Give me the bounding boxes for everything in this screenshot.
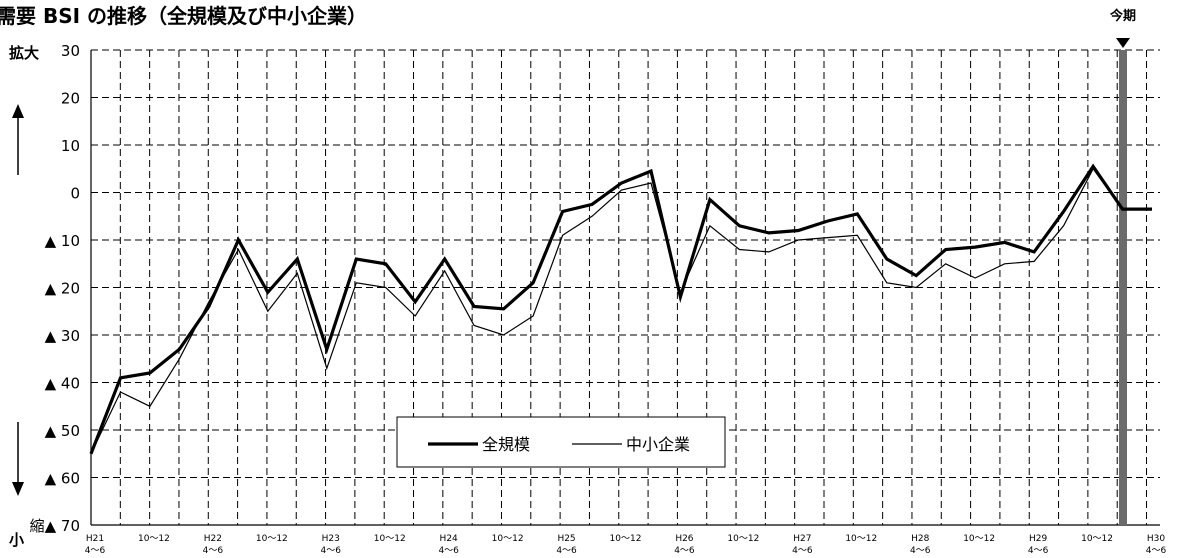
x-tick-label: 10～12 xyxy=(610,534,642,544)
y-tick-label: ▲ 50 xyxy=(45,422,80,440)
x-tick-label: 10～12 xyxy=(138,534,170,544)
y-tick-label: 縮▲ 70 xyxy=(30,517,80,535)
y-tick-label: 0 xyxy=(70,185,80,203)
series-line-all-sizes xyxy=(89,163,1152,455)
legend-box xyxy=(396,416,726,468)
x-tick-label: H23 xyxy=(322,534,340,544)
x-tick-label: 4～6 xyxy=(438,546,459,556)
x-tick-label: H22 xyxy=(204,534,222,544)
y-tick-label: ▲ 40 xyxy=(45,375,80,393)
x-tick-label: 10～12 xyxy=(256,534,288,544)
current-period-label: 今期 xyxy=(1109,8,1136,24)
x-tick-label: 4～6 xyxy=(910,546,931,556)
x-tick-label: 4～6 xyxy=(674,546,695,556)
x-tick-label: H30 xyxy=(1147,534,1165,544)
x-tick-label: 4～6 xyxy=(85,546,106,556)
x-tick-label: 4～6 xyxy=(1028,546,1049,556)
down-arrow-head xyxy=(12,482,24,496)
x-tick-label: 4～6 xyxy=(556,546,577,556)
expand-label: 拡大 xyxy=(9,44,40,62)
y-tick-label: 20 xyxy=(61,90,80,108)
x-tick-label: H25 xyxy=(557,534,575,544)
x-tick-label: H29 xyxy=(1029,534,1047,544)
x-tick-label: 10～12 xyxy=(845,534,877,544)
x-tick-label: 4～6 xyxy=(203,546,224,556)
x-tick-label: H26 xyxy=(675,534,693,544)
x-tick-label: 10～12 xyxy=(492,534,524,544)
x-tick-label: H21 xyxy=(86,534,104,544)
x-tick-label: 10～12 xyxy=(727,534,759,544)
y-tick-label: 10 xyxy=(61,137,80,155)
x-tick-label: 4～6 xyxy=(321,546,342,556)
x-tick-label: 10～12 xyxy=(963,534,995,544)
x-tick-label: 10～12 xyxy=(1081,534,1113,544)
legend-label-all-sizes: 全規模 xyxy=(482,435,530,454)
x-tick-label: H27 xyxy=(793,534,811,544)
x-tick-label: 4～6 xyxy=(792,546,813,556)
y-tick-label: ▲ 10 xyxy=(45,232,80,250)
x-tick-label: 4～6 xyxy=(1146,546,1167,556)
current-period-bar xyxy=(1119,50,1127,525)
y-tick-label: ▲ 60 xyxy=(45,470,80,488)
y-tick-label: 30 xyxy=(61,42,80,60)
x-tick-label: 10～12 xyxy=(374,534,406,544)
legend-label-sme: 中小企業 xyxy=(626,435,690,454)
up-arrow-head xyxy=(12,104,24,118)
series-line-sme xyxy=(90,167,1152,455)
x-tick-label: H24 xyxy=(440,534,458,544)
shrink-label: 小 xyxy=(9,531,25,549)
y-tick-label: ▲ 30 xyxy=(45,327,80,345)
y-tick-label: ▲ 20 xyxy=(45,280,80,298)
chart-title: 需要 BSI の推移（全規模及び中小企業） xyxy=(0,4,368,28)
x-tick-label: H28 xyxy=(911,534,929,544)
current-period-triangle xyxy=(1116,38,1130,48)
